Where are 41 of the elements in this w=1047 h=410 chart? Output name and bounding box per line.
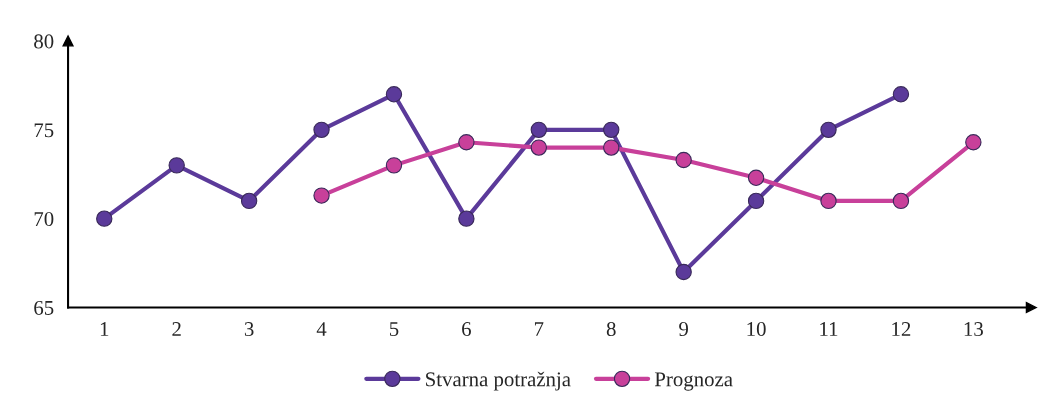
x-tick-label: 7: [534, 322, 544, 336]
y-tick-label: 80: [34, 34, 54, 49]
x-tick-label: 1: [100, 322, 109, 336]
point: [892, 86, 910, 103]
point: [530, 139, 548, 156]
x-tick-label: 12: [892, 322, 911, 336]
point: [96, 210, 113, 227]
point: [820, 121, 837, 139]
point: [892, 192, 910, 210]
y-tick-label: 75: [34, 123, 54, 138]
point: [603, 139, 620, 156]
y-tick-label: 70: [34, 212, 54, 227]
point: [603, 121, 620, 139]
point: [313, 187, 330, 204]
x-tick-label: 2: [172, 322, 181, 336]
point: [385, 86, 403, 103]
x-tick-label: 9: [679, 322, 689, 337]
x-tick-label: 11: [820, 322, 838, 336]
point: [675, 151, 692, 169]
x-tick-label: 13: [964, 322, 983, 337]
point: [458, 210, 475, 227]
point: [965, 134, 982, 151]
x-tick-label: 10: [747, 321, 766, 337]
point: [747, 192, 765, 210]
point: [240, 192, 258, 210]
x-tick-label: 8: [606, 321, 616, 337]
x-tick-label: 3: [244, 322, 254, 337]
x-tick-label: 5: [389, 322, 399, 337]
y-tick-label: 65: [34, 300, 54, 315]
point: [675, 263, 692, 281]
legend-label: Stvarna potražnja: [426, 371, 571, 391]
x-tick-label: 4: [316, 322, 327, 336]
x-tick-label: 6: [462, 322, 471, 337]
point: [168, 157, 185, 174]
point: [313, 121, 330, 139]
point: [385, 157, 403, 174]
point: [530, 121, 548, 139]
point: [458, 134, 475, 151]
point: [820, 192, 837, 210]
legend-label: Prognoza: [654, 372, 733, 391]
point: [747, 169, 765, 186]
